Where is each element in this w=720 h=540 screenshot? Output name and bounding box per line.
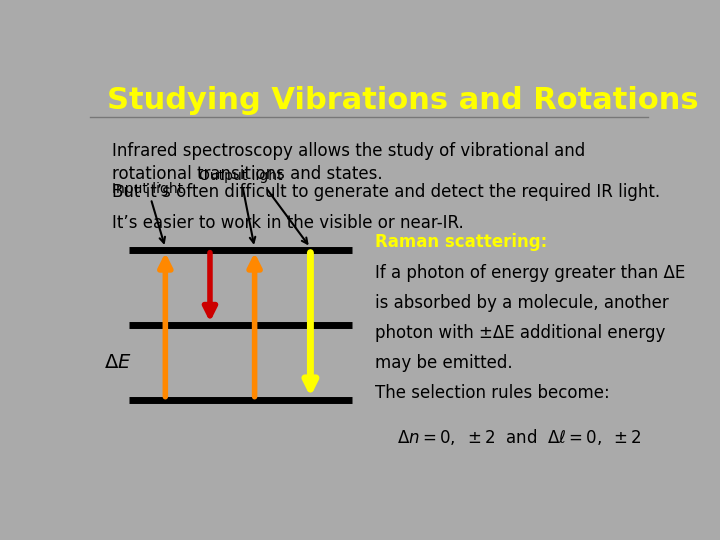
Text: But it’s often difficult to generate and detect the required IR light.: But it’s often difficult to generate and… bbox=[112, 183, 660, 201]
Text: is absorbed by a molecule, another: is absorbed by a molecule, another bbox=[374, 294, 668, 312]
Text: If a photon of energy greater than ΔE: If a photon of energy greater than ΔE bbox=[374, 265, 685, 282]
Text: Input light: Input light bbox=[112, 182, 184, 243]
Text: It’s easier to work in the visible or near-IR.: It’s easier to work in the visible or ne… bbox=[112, 214, 464, 233]
Text: $\Delta n = 0,\ \pm2$  and  $\Delta\ell = 0,\ \pm2$: $\Delta n = 0,\ \pm2$ and $\Delta\ell = … bbox=[397, 427, 642, 447]
Text: The selection rules become:: The selection rules become: bbox=[374, 384, 609, 402]
Text: Raman scattering:: Raman scattering: bbox=[374, 233, 546, 251]
Text: Infrared spectroscopy allows the study of vibrational and
rotational transitions: Infrared spectroscopy allows the study o… bbox=[112, 141, 585, 183]
Text: photon with ±ΔE additional energy: photon with ±ΔE additional energy bbox=[374, 324, 665, 342]
Text: Studying Vibrations and Rotations: Studying Vibrations and Rotations bbox=[107, 85, 698, 114]
Text: Output light: Output light bbox=[199, 170, 282, 243]
Text: may be emitted.: may be emitted. bbox=[374, 354, 512, 372]
Text: $\Delta E$: $\Delta E$ bbox=[104, 353, 132, 372]
